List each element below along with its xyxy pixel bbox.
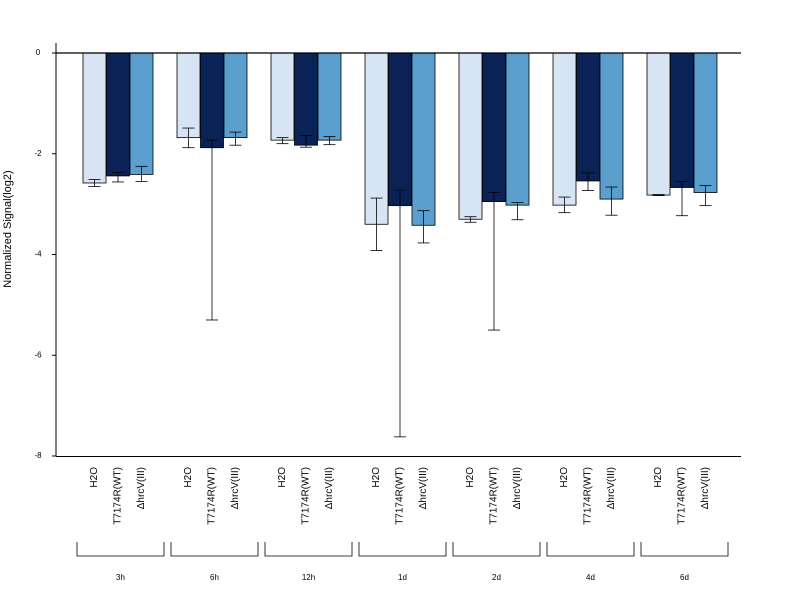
y-tick-label: -6 (34, 350, 42, 359)
bar (294, 52, 318, 146)
error-bar (582, 172, 594, 191)
bar-label: T7174R(WT) (395, 467, 406, 525)
bar-label: ΔhrcV(III) (512, 467, 523, 509)
group-bracket (76, 542, 165, 557)
bar-labels-layer: H2O T7174R(WT) ΔhrcV(III) H2O T7174R(WT) Δhrc… (89, 467, 711, 525)
bar-label: T7174R(WT) (583, 467, 594, 525)
bar-label: H2O (371, 467, 382, 488)
bar (82, 52, 107, 184)
bar (693, 52, 718, 193)
y-tick-label: -4 (34, 250, 42, 259)
bar (106, 52, 130, 177)
bar (223, 52, 248, 139)
bar-label: ΔhrcV(III) (136, 467, 147, 509)
error-bars-layer (88, 127, 712, 438)
group-label: 2d (492, 573, 501, 582)
error-bar (229, 131, 242, 146)
error-bar (652, 194, 665, 196)
bar-label: ΔhrcV(III) (418, 467, 429, 509)
bar-label: H2O (559, 467, 570, 488)
bar (576, 52, 600, 182)
bar-label: H2O (277, 467, 288, 488)
error-bar (323, 136, 336, 146)
error-bar (135, 165, 148, 182)
bar (129, 52, 154, 175)
group-label: 6d (680, 573, 689, 582)
group-bracket (170, 542, 259, 557)
bar (670, 52, 694, 188)
bar-label: H2O (653, 467, 664, 488)
error-bar (370, 197, 383, 251)
error-bar (276, 137, 289, 145)
bar-label: T7174R(WT) (113, 467, 124, 525)
group-label: 4d (586, 573, 595, 582)
error-bar (88, 179, 101, 187)
group-bracket (546, 542, 635, 557)
bar (482, 52, 506, 203)
error-bar (300, 135, 312, 148)
bar (200, 52, 224, 149)
bar (176, 52, 201, 139)
bar (388, 52, 412, 207)
bar-label: ΔhrcV(III) (230, 467, 241, 509)
error-bar (182, 127, 195, 149)
group-bracket (264, 542, 353, 557)
error-bar (394, 189, 406, 438)
group-label: 3h (116, 573, 125, 582)
bar-label: H2O (465, 467, 476, 488)
error-bar (699, 185, 712, 207)
bar (270, 52, 295, 141)
bar (411, 52, 436, 226)
bars-layer (82, 52, 718, 226)
bar (458, 52, 483, 220)
bar (505, 52, 530, 206)
error-bar (558, 196, 571, 214)
error-bar (112, 171, 124, 183)
group-bracket (640, 542, 729, 557)
bar (552, 52, 577, 206)
group-label: 6h (210, 573, 219, 582)
y-tick-label: -2 (34, 149, 42, 158)
group-label: 12h (302, 573, 315, 582)
bar-label: ΔhrcV(III) (324, 467, 335, 509)
error-bar (417, 210, 430, 244)
y-tick-label: -8 (34, 451, 42, 460)
error-bar (206, 139, 218, 321)
bar-label: T7174R(WT) (489, 467, 500, 525)
error-bar (605, 186, 618, 216)
bar-label: ΔhrcV(III) (606, 467, 617, 509)
y-axis-label: Normalized Signal(log2) (2, 170, 14, 287)
group-label: 1d (398, 573, 407, 582)
bar (646, 52, 671, 196)
y-axis: 0 -2 -4 -6 -8 (34, 43, 57, 460)
error-bar (488, 192, 500, 331)
bar (317, 52, 342, 141)
y-tick-label: 0 (36, 48, 41, 57)
bar-label: H2O (89, 467, 100, 488)
bar-label: T7174R(WT) (207, 467, 218, 525)
group-bracket (452, 542, 541, 557)
error-bar (464, 216, 477, 223)
group-brackets-layer: 3h 6h 12h 1d 2d 4d 6d (76, 542, 729, 582)
bar-label: T7174R(WT) (301, 467, 312, 525)
bar-label: T7174R(WT) (677, 467, 688, 525)
error-bar (676, 181, 688, 217)
error-bar (511, 202, 524, 221)
bar-label: H2O (183, 467, 194, 488)
bar (599, 52, 624, 200)
bar-label: ΔhrcV(III) (700, 467, 711, 509)
group-bracket (358, 542, 447, 557)
